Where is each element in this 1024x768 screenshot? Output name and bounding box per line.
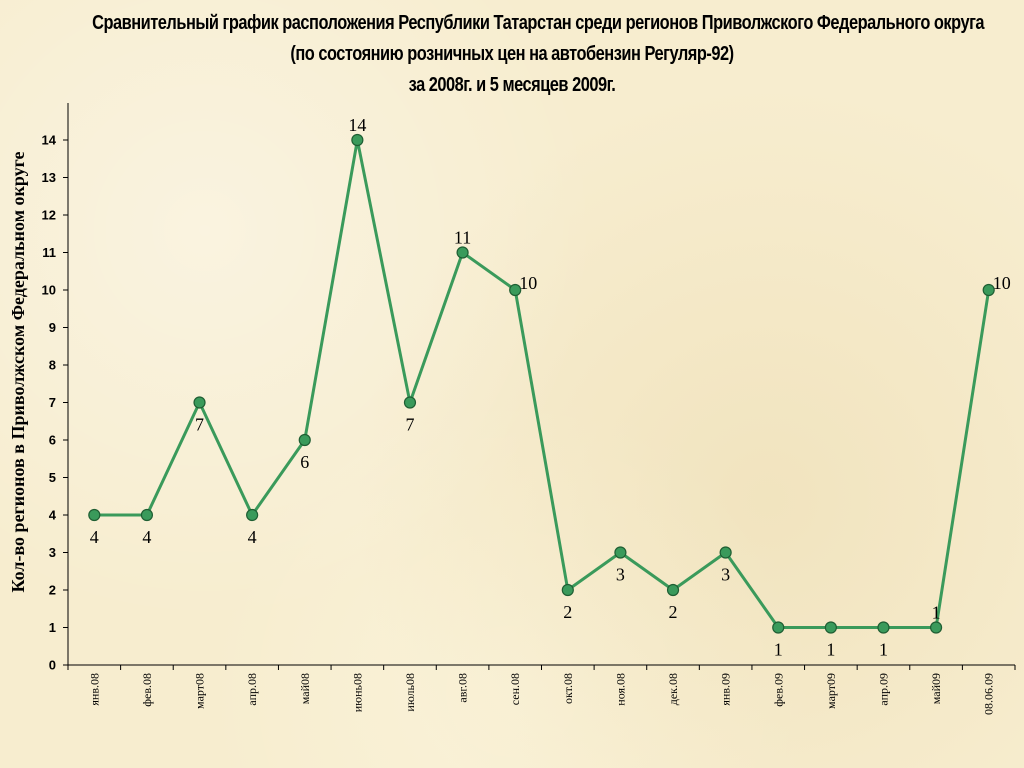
y-tick-label: 8 [49,358,56,373]
x-axis-ticks: янв.08 фев.08 март08 апр.08 май08 июнь08 июль0… [67,665,1016,715]
y-tick-label: 6 [49,433,56,448]
x-tick-label: авг.08 [456,673,470,703]
data-label: 2 [563,602,572,622]
data-point [403,396,417,409]
x-tick-label: окт.08 [561,673,575,704]
y-tick-label: 7 [49,395,56,410]
y-tick-label: 9 [49,320,56,335]
x-tick-label: июнь08 [350,673,364,712]
data-label: 1 [774,640,783,660]
data-label: 4 [248,527,257,547]
data-label: 2 [669,602,678,622]
data-label: 4 [142,527,151,547]
data-label: 14 [348,115,366,135]
data-point [193,396,206,409]
data-point [140,508,154,522]
y-tick-label: 11 [42,245,56,260]
data-point [877,621,890,634]
x-tick-label: ноя.08 [613,673,627,706]
y-tick-label: 10 [42,283,56,298]
title-line-3: за 2008г. и 5 месяцев 2009г. [408,74,616,96]
series-polyline [94,138,991,629]
data-label: 3 [616,565,625,585]
data-point [246,508,259,522]
y-tick-label: 4 [49,508,57,523]
x-tick-label: фев.08 [140,673,154,707]
x-tick-label: дек.08 [666,673,680,705]
y-tick-label: 2 [49,583,56,598]
title-line-1: Сравнительный график расположения Респуб… [92,12,985,34]
y-tick-label: 0 [49,658,56,673]
data-label: 6 [300,452,309,472]
x-tick-label: май09 [929,673,943,704]
x-tick-label: июль08 [403,673,417,712]
data-label: 3 [721,565,730,585]
y-axis-label: Кол-во регионов в Приволжском Федерально… [8,151,28,592]
y-tick-label: 14 [42,133,57,148]
x-tick-label: 08.06.09 [982,673,996,715]
x-tick-label: апр.09 [876,673,890,706]
y-tick-label: 3 [49,545,56,560]
x-tick-label: янв.08 [87,673,101,706]
x-tick-label: март09 [824,673,838,709]
chart-axes [67,103,1015,666]
data-point [666,583,680,597]
x-tick-label: янв.09 [719,673,733,706]
data-label: 4 [90,527,99,547]
data-label: 1 [826,640,835,660]
data-label: 11 [454,228,471,248]
data-label: 1 [932,603,941,623]
x-tick-label: март08 [193,673,207,709]
data-point [351,133,364,147]
y-tick-label: 5 [49,470,56,485]
data-point [772,621,785,634]
data-point [509,283,522,297]
data-point [824,621,837,634]
data-point [929,621,943,634]
x-tick-label: апр.08 [245,673,259,706]
x-tick-label: май08 [298,673,312,704]
data-point [456,246,469,259]
chart-title: Сравнительный график расположения Респуб… [92,8,985,101]
y-tick-label: 13 [42,170,56,185]
data-point [982,283,995,297]
data-label: 7 [195,415,204,435]
data-point [561,583,574,597]
data-label: 1 [879,640,888,660]
x-tick-label: сен.08 [508,673,522,705]
title-line-2: (по состоянию розничных цен на автобензи… [290,43,734,65]
data-point [614,546,627,559]
y-tick-label: 12 [42,208,56,223]
series-points [88,133,995,634]
series-line [94,138,991,629]
data-point [719,546,732,559]
data-point [298,433,311,447]
data-label: 10 [519,273,537,293]
x-tick-label: фев.09 [771,673,785,707]
y-tick-label: 1 [49,620,56,635]
data-point [88,508,101,522]
data-label: 10 [993,273,1011,293]
data-label: 7 [405,415,414,435]
